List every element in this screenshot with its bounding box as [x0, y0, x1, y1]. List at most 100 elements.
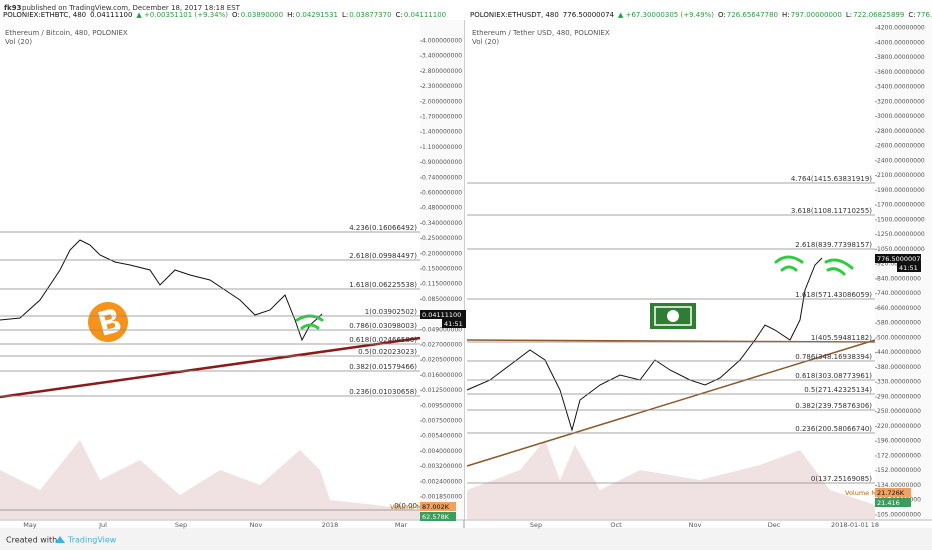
price-label: 0.003200000: [422, 463, 462, 470]
volume-title: Vol (20): [472, 38, 499, 46]
volume-box: [420, 512, 456, 521]
price-label: 134.00000000: [877, 482, 921, 489]
price-label: 440.00000000: [877, 349, 921, 356]
price-label: 0.085000000: [422, 296, 462, 303]
price-label: 1250.00000000: [877, 231, 925, 238]
fib-label: 0.382(239.75876306): [795, 402, 872, 410]
volume-ma-value: 87.002K: [422, 503, 450, 511]
fib-label: 0.382(0.01579466): [349, 363, 417, 371]
countdown: 41:51: [899, 264, 918, 272]
ohlc-label: C:: [396, 11, 403, 19]
chart-title: Ethereum / Tether USD, 480, POLONIEX: [472, 29, 610, 37]
fib-label: 0.5(0.02023023): [358, 348, 417, 356]
author: fk93: [4, 4, 22, 12]
price-label: 1700.00000000: [877, 202, 925, 209]
fib-label: 0.786(0.03098003): [349, 322, 417, 330]
countdown-box: [442, 319, 466, 328]
price-label: 0.020500000: [422, 357, 462, 364]
fib-label: 1.618(571.43086059): [795, 291, 872, 299]
fib-label: 3.618(1108.11710255): [791, 207, 872, 215]
price-label: 3.400000000: [422, 53, 462, 60]
price-label: 1050.00000000: [877, 246, 925, 253]
price-label: 2.800000000: [422, 68, 462, 75]
price-label: 740.00000000: [877, 290, 921, 297]
price-label: 0.480000000: [422, 205, 462, 212]
price-label: 196.00000000: [877, 438, 921, 445]
ohlc-value: 722.06825899: [853, 11, 904, 19]
left-axis: [420, 20, 464, 520]
price-label: 290.00000000: [877, 393, 921, 400]
price-label: 0.115000000: [422, 281, 462, 288]
price-label: 152.00000000: [877, 467, 921, 474]
price-label: 1.700000000: [422, 114, 462, 121]
chart-title: Ethereum / Bitcoin, 480, POLONIEX: [5, 29, 128, 37]
header-text: POLONIEX:ETHBTC, 480: [3, 11, 86, 19]
ohlc-label: L:: [846, 11, 852, 19]
last-price-box: [875, 254, 921, 263]
price-label: 380.00000000: [877, 364, 921, 371]
price-label: 220.00000000: [877, 423, 921, 430]
price-label: 0.016000000: [422, 372, 462, 379]
price-label: 0.200000000: [422, 250, 462, 257]
price-label: 3800.00000000: [877, 54, 925, 61]
price-line: [0, 239, 323, 342]
time-label: Jul: [98, 521, 107, 529]
time-label: Nov: [250, 521, 263, 529]
time-label: Sep: [530, 521, 542, 529]
published: published on TradingView.com, December 1…: [22, 4, 241, 12]
price-label: 2.300000000: [422, 83, 462, 90]
time-label: May: [23, 521, 37, 529]
fib-label: 0(137.25169085): [811, 475, 872, 483]
brand: TradingView: [67, 536, 117, 545]
price-label: 2800.00000000: [877, 128, 925, 135]
created-with: Created with: [6, 536, 57, 545]
ohlc-value: 776.50000074: [917, 11, 932, 19]
price-label: 3400.00000000: [877, 84, 925, 91]
price-label: 660.00000000: [877, 305, 921, 312]
ohlc-value: 726.65647780: [727, 11, 778, 19]
ohlc-value: 0.04111100: [404, 11, 446, 19]
ohlc-value: 0.03890000: [241, 11, 283, 19]
fib-label: 1.618(0.06225538): [349, 281, 417, 289]
price-label: 1.100000000: [422, 144, 462, 151]
header-text: ▲ +67.30000305 (+9.49%): [618, 11, 714, 19]
price-label: 0.027000000: [422, 342, 462, 349]
price-label: 2600.00000000: [877, 143, 925, 150]
price-label: 840.00000000: [877, 275, 921, 282]
fib-label: 0(0.00: [394, 502, 417, 510]
price-label: 1.400000000: [422, 129, 462, 136]
price-label: 0.049000000: [422, 326, 462, 333]
ohlc-label: H:: [782, 11, 790, 19]
fib-label: 4.764(1415.63831919): [791, 175, 872, 183]
brand-logo: [55, 536, 65, 543]
trend-line: [0, 336, 421, 399]
ohlc-label: O:: [718, 11, 726, 19]
price-label: 0.012500000: [422, 387, 462, 394]
price-label: 2400.00000000: [877, 157, 925, 164]
last-price: 776.50000074: [877, 255, 925, 263]
ohlc-label: L:: [342, 11, 348, 19]
money-icon: [650, 303, 696, 329]
time-label: 2018: [322, 521, 339, 529]
price-label: 0.150000000: [422, 266, 462, 273]
volume-ma-label: Volume MA: [390, 503, 427, 511]
volume-value: 21.416: [877, 499, 900, 507]
ohlc-label: H:: [287, 11, 295, 19]
ohlc-value: 797.00000000: [791, 11, 842, 19]
price-label: 0.002400000: [422, 478, 462, 485]
fib-label: 4.236(0.16066492): [349, 224, 417, 232]
ohlc-label: O:: [232, 11, 240, 19]
price-label: 0.250000000: [422, 235, 462, 242]
time-label: 2018-01-01 18: [831, 521, 879, 529]
price-label: 3000.00000000: [877, 113, 925, 120]
time-label: Nov: [689, 521, 702, 529]
footer-bar: [0, 528, 932, 550]
fib-label: 2.618(839.77398157): [795, 241, 872, 249]
price-label: 105.00000000: [877, 512, 921, 519]
countdown-box: [897, 263, 921, 272]
header-text: 776.50000074: [563, 11, 615, 19]
ohlc-label: C:: [908, 11, 915, 19]
ohlc-value: 0.03877370: [349, 11, 391, 19]
